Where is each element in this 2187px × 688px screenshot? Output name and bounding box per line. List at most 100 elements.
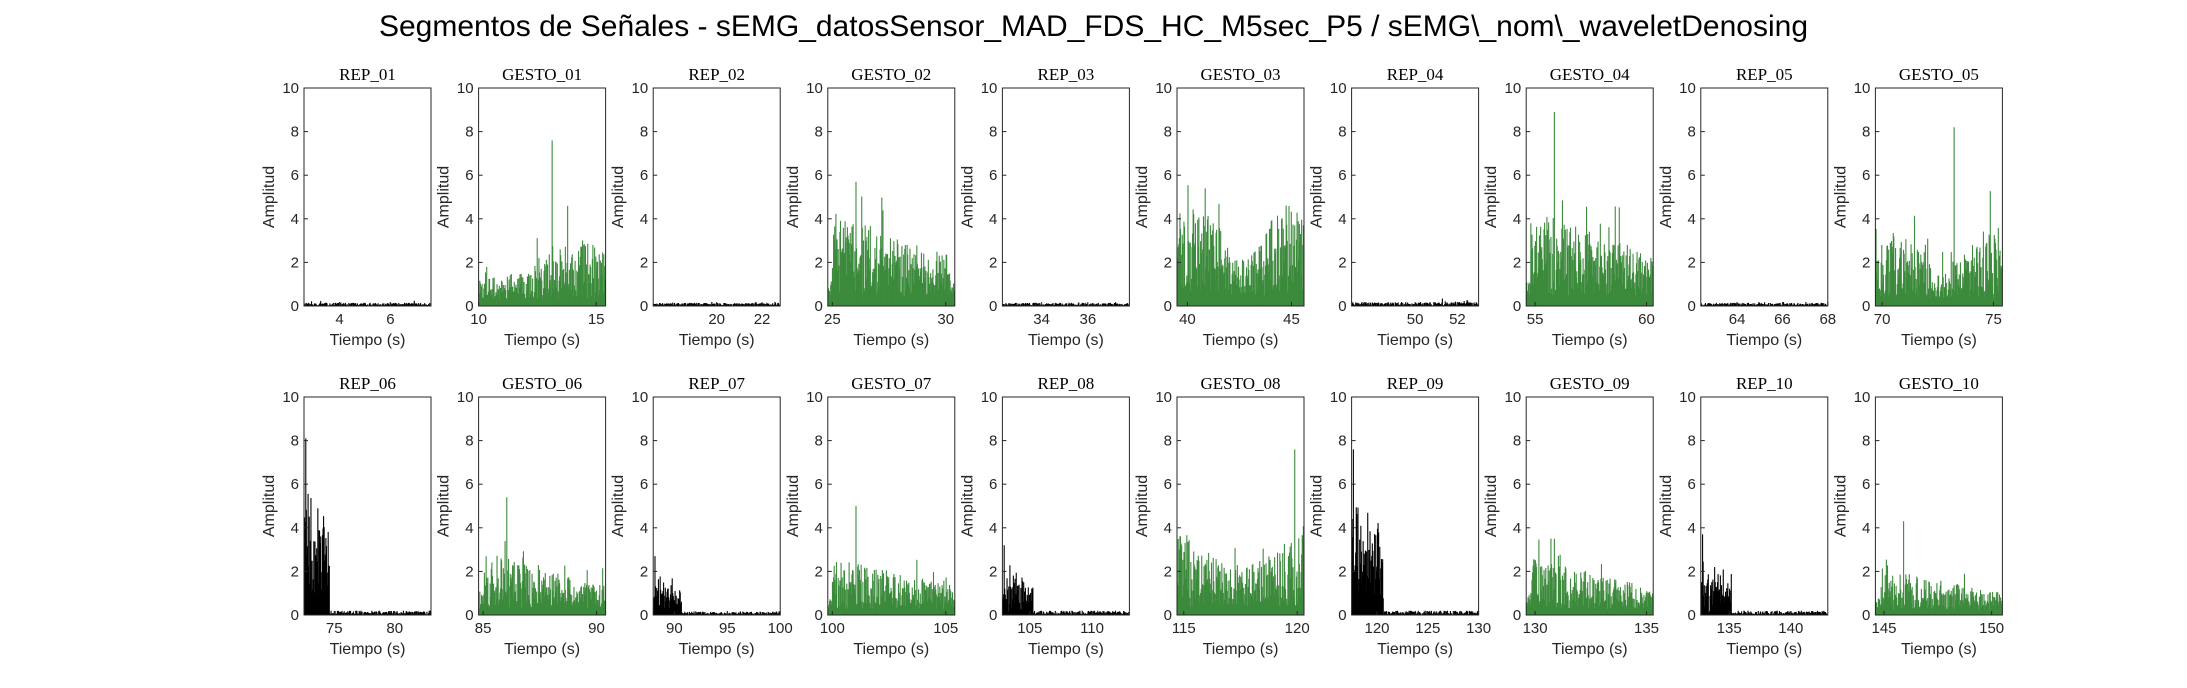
y-tick-label: 2 [291, 563, 299, 580]
y-tick-label: 8 [465, 124, 473, 141]
y-tick-label: 4 [1164, 520, 1172, 537]
subplot-title: GESTO_07 [851, 374, 931, 393]
subplot-rep-09: 0 2 4 6 8 10 120 125 130 REP_09 Tiempo (s) Amplitud [1309, 374, 1492, 658]
x-axis-label: Tiempo (s) [1377, 332, 1453, 349]
y-tick-label: 4 [291, 211, 299, 228]
y-tick-label: 6 [291, 167, 299, 184]
y-axis-label: Amplitud [1483, 475, 1500, 537]
y-tick-label: 0 [1338, 607, 1346, 624]
y-tick-label: 6 [989, 167, 997, 184]
x-tick-label: 130 [1523, 620, 1548, 637]
y-tick-label: 0 [1164, 298, 1172, 315]
x-tick-label: 75 [326, 620, 343, 637]
y-tick-label: 0 [814, 298, 822, 315]
y-tick-label: 2 [989, 254, 997, 271]
y-tick-label: 2 [1687, 563, 1695, 580]
y-tick-label: 6 [1862, 167, 1870, 184]
axes-box [1351, 87, 1480, 307]
y-tick-label: 10 [282, 80, 299, 97]
y-tick-label: 4 [1687, 520, 1695, 537]
subplot-title: GESTO_01 [502, 65, 582, 84]
subplot-rep-07: 0 2 4 6 8 10 90 95 100 REP_07 Tiempo (s) Amplitud [610, 374, 793, 658]
y-tick-label: 2 [465, 254, 473, 271]
axes-box [652, 396, 781, 616]
y-tick-label: 8 [291, 124, 299, 141]
subplot-title: REP_03 [1038, 65, 1095, 84]
y-tick-label: 2 [640, 254, 648, 271]
subplot-gesto-07: 0 2 4 6 8 10 100 105 GESTO_07 Tiempo (s) Amplitud [785, 374, 958, 658]
x-tick-label: 34 [1033, 311, 1050, 328]
y-tick-label: 8 [814, 124, 822, 141]
y-tick-label: 0 [1862, 607, 1870, 624]
y-tick-label: 6 [1862, 476, 1870, 493]
x-tick-label: 66 [1774, 311, 1791, 328]
y-tick-label: 0 [1164, 607, 1172, 624]
y-tick-label: 0 [989, 607, 997, 624]
y-tick-label: 6 [814, 476, 822, 493]
y-tick-label: 10 [981, 80, 998, 97]
y-tick-label: 8 [1862, 433, 1870, 450]
axes-box [1001, 87, 1130, 307]
y-tick-label: 0 [291, 607, 299, 624]
x-axis-label: Tiempo (s) [1028, 332, 1104, 349]
y-tick-label: 4 [291, 520, 299, 537]
y-tick-label: 10 [632, 389, 649, 406]
axes-box [303, 87, 432, 307]
y-tick-label: 6 [1513, 167, 1521, 184]
subplot-title: GESTO_04 [1550, 65, 1630, 84]
subplot-title: GESTO_02 [851, 65, 931, 84]
axes-box [1874, 87, 2003, 307]
y-tick-label: 8 [1687, 433, 1695, 450]
y-tick-label: 6 [1164, 167, 1172, 184]
y-tick-label: 10 [981, 389, 998, 406]
y-tick-label: 2 [1164, 254, 1172, 271]
y-tick-label: 10 [1854, 389, 1871, 406]
y-axis-label: Amplitud [1483, 166, 1500, 228]
x-tick-label: 120 [1364, 620, 1389, 637]
y-tick-label: 10 [1854, 80, 1871, 97]
y-tick-label: 4 [814, 211, 822, 228]
y-tick-label: 6 [640, 476, 648, 493]
x-axis-label: Tiempo (s) [504, 641, 580, 658]
x-axis-label: Tiempo (s) [1203, 332, 1279, 349]
x-tick-label: 85 [475, 620, 492, 637]
subplot-title: GESTO_05 [1899, 65, 1979, 84]
x-axis-label: Tiempo (s) [1203, 641, 1279, 658]
y-axis-label: Amplitud [1134, 475, 1151, 537]
axes-box [1700, 87, 1829, 307]
y-tick-label: 8 [989, 433, 997, 450]
axes-box [1700, 396, 1829, 616]
y-tick-label: 0 [465, 607, 473, 624]
y-tick-label: 2 [291, 254, 299, 271]
subplot-title: REP_04 [1387, 65, 1444, 84]
y-tick-label: 6 [1687, 167, 1695, 184]
y-tick-label: 2 [814, 254, 822, 271]
x-tick-label: 40 [1179, 311, 1196, 328]
x-tick-label: 120 [1285, 620, 1310, 637]
y-tick-label: 4 [1687, 211, 1695, 228]
y-tick-label: 10 [457, 80, 474, 97]
x-tick-label: 68 [1819, 311, 1836, 328]
y-axis-label: Amplitud [785, 166, 802, 228]
x-tick-label: 135 [1634, 620, 1659, 637]
subplot-title: GESTO_06 [502, 374, 582, 393]
subplot-rep-01: 0 2 4 6 8 10 4 6 REP_01 Tiempo (s) Amplitud [261, 65, 432, 349]
y-tick-label: 4 [1338, 211, 1346, 228]
x-tick-label: 95 [719, 620, 736, 637]
y-axis-label: Amplitud [1309, 166, 1326, 228]
y-tick-label: 2 [1164, 563, 1172, 580]
x-axis-label: Tiempo (s) [1901, 332, 1977, 349]
x-axis-label: Tiempo (s) [1901, 641, 1977, 658]
x-tick-label: 125 [1415, 620, 1440, 637]
y-tick-label: 8 [1164, 124, 1172, 141]
x-axis-label: Tiempo (s) [1726, 641, 1802, 658]
y-tick-label: 0 [1338, 298, 1346, 315]
y-tick-label: 8 [465, 433, 473, 450]
y-tick-label: 4 [640, 520, 648, 537]
axes-box [1176, 87, 1305, 307]
subplot-title: REP_01 [339, 65, 396, 84]
y-tick-label: 10 [1330, 389, 1347, 406]
x-axis-label: Tiempo (s) [853, 332, 929, 349]
axes-box [652, 87, 781, 307]
y-tick-label: 10 [1679, 389, 1696, 406]
